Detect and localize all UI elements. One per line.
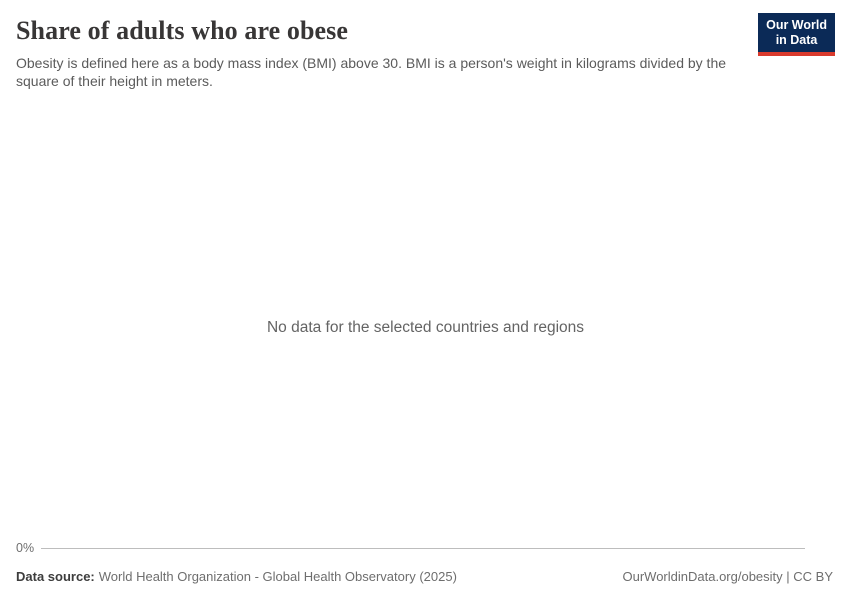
citation-link[interactable]: OurWorldinData.org/obesity | CC BY bbox=[622, 569, 834, 584]
chart-footer: Data source: World Health Organization - … bbox=[0, 558, 850, 600]
owid-logo-line2: in Data bbox=[775, 33, 818, 48]
x-axis: 0% bbox=[16, 539, 835, 557]
y-axis-zero-tick: 0% bbox=[16, 541, 35, 555]
owid-logo-line1: Our World bbox=[766, 18, 827, 32]
no-data-message-container: No data for the selected countries and r… bbox=[16, 90, 835, 539]
chart-subtitle: Obesity is defined here as a body mass i… bbox=[16, 54, 727, 89]
no-data-message: No data for the selected countries and r… bbox=[266, 318, 585, 336]
axis-baseline bbox=[41, 547, 805, 549]
page-title: Share of adults who are obese bbox=[16, 16, 349, 45]
data-source-note: Data source: World Health Organization - … bbox=[16, 569, 457, 584]
chart-header: Share of adults who are obese Our World … bbox=[0, 0, 850, 90]
chart-plot-area: No data for the selected countries and r… bbox=[16, 90, 835, 558]
data-source-label: Data source: bbox=[16, 569, 95, 584]
data-source-value: World Health Organization - Global Healt… bbox=[98, 569, 457, 584]
owid-logo[interactable]: Our World in Data bbox=[758, 13, 835, 56]
